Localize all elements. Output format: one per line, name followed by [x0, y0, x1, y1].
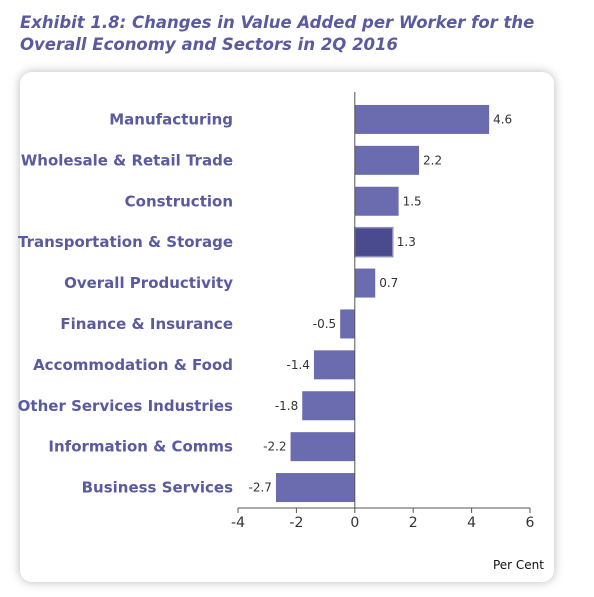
category-label-transportation-and-storage: Transportation & Storage: [18, 233, 233, 251]
value-label-construction: 1.5: [403, 194, 422, 208]
category-label-wholesale-and-retail-trade: Wholesale & Retail Trade: [21, 151, 233, 169]
category-labels-group: Manufacturing Wholesale & Retail Trade Con…: [18, 110, 234, 496]
x-tick-label: -2: [289, 515, 303, 531]
bar-overall-productivity: [354, 268, 376, 298]
x-tick-label: 4: [467, 515, 476, 531]
category-label-manufacturing: Manufacturing: [109, 110, 233, 128]
bar-information-and-comms: [290, 432, 355, 462]
value-label-accommodation-and-food: -1.4: [286, 358, 309, 372]
value-label-wholesale-and-retail-trade: 2.2: [423, 153, 442, 167]
bar-manufacturing: [354, 104, 490, 134]
bar-construction: [354, 186, 399, 216]
value-label-transportation-and-storage: 1.3: [397, 235, 416, 249]
x-tick-label: 0: [350, 515, 359, 531]
bar-accommodation-and-food: [313, 350, 355, 380]
value-labels-group: 4.6 2.2 1.5 1.3 0.7 -0.5 -1.4 -1.8 -2.2 -2.7: [249, 112, 513, 494]
value-label-business-services: -2.7: [249, 481, 272, 495]
category-label-overall-productivity: Overall Productivity: [64, 274, 233, 292]
value-label-manufacturing: 4.6: [493, 112, 512, 126]
category-label-construction: Construction: [125, 192, 233, 210]
category-label-accommodation-and-food: Accommodation & Food: [33, 356, 233, 374]
bars-group: [275, 104, 490, 503]
x-tick-label: -4: [231, 515, 245, 531]
value-label-overall-productivity: 0.7: [379, 276, 398, 290]
category-label-finance-and-insurance: Finance & Insurance: [60, 315, 233, 333]
bar-business-services: [275, 473, 355, 503]
bar-wholesale-and-retail-trade: [354, 145, 420, 175]
x-tick-label: 2: [409, 515, 418, 531]
x-ticks-group: -4 -2 0 2 4 6: [231, 508, 535, 531]
category-label-other-services-industries: Other Services Industries: [18, 397, 233, 415]
bar-transportation-and-storage: [354, 226, 394, 258]
x-axis-unit-label: Per Cent: [493, 558, 544, 572]
x-tick-label: 6: [526, 515, 535, 531]
value-label-information-and-comms: -2.2: [263, 440, 286, 454]
bar-other-services-industries: [302, 391, 355, 421]
chart-title: Exhibit 1.8: Changes in Value Added per …: [20, 13, 535, 54]
value-label-finance-and-insurance: -0.5: [313, 317, 336, 331]
category-label-information-and-comms: Information & Comms: [48, 438, 233, 456]
value-label-other-services-industries: -1.8: [275, 399, 298, 413]
bar-finance-and-insurance: [340, 309, 355, 339]
category-label-business-services: Business Services: [82, 479, 233, 497]
